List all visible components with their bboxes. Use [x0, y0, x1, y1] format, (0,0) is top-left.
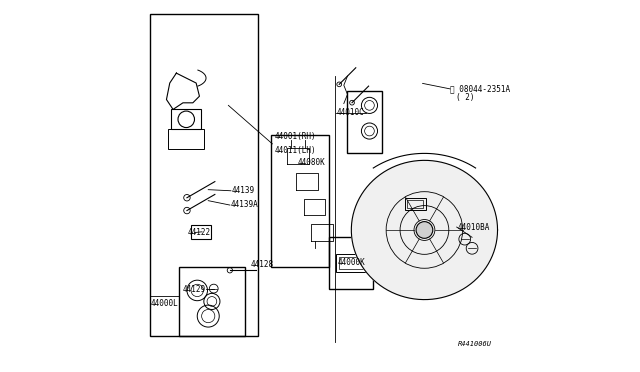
Text: 44080K: 44080K [298, 158, 326, 167]
Text: 44122: 44122 [188, 228, 211, 237]
Bar [348, 91, 382, 153]
Bar [179, 267, 245, 336]
Text: 44139A: 44139A [230, 200, 258, 209]
Bar [339, 257, 364, 269]
Text: 44000K: 44000K [337, 259, 365, 267]
Text: 44001(RH): 44001(RH) [274, 132, 316, 141]
Bar [168, 129, 204, 149]
Bar [271, 135, 329, 267]
Text: 44010C: 44010C [337, 108, 364, 117]
Text: 44010BA: 44010BA [458, 222, 490, 231]
Text: 44139: 44139 [231, 186, 255, 195]
Text: 44129: 44129 [182, 285, 205, 294]
Text: 44011(LH): 44011(LH) [274, 145, 316, 155]
Polygon shape [351, 160, 497, 299]
Bar [329, 237, 373, 289]
Bar [405, 198, 426, 211]
Bar [150, 14, 258, 336]
Text: R441006U: R441006U [458, 341, 492, 347]
Text: ( 2): ( 2) [456, 93, 475, 102]
Text: Ⓑ 08044-2351A: Ⓑ 08044-2351A [450, 84, 510, 93]
Circle shape [416, 222, 433, 238]
Bar [172, 109, 201, 129]
Text: 44128: 44128 [250, 260, 273, 269]
Text: 44000L: 44000L [150, 299, 179, 308]
Bar [407, 200, 424, 208]
Bar [191, 225, 211, 239]
Bar [336, 254, 367, 272]
